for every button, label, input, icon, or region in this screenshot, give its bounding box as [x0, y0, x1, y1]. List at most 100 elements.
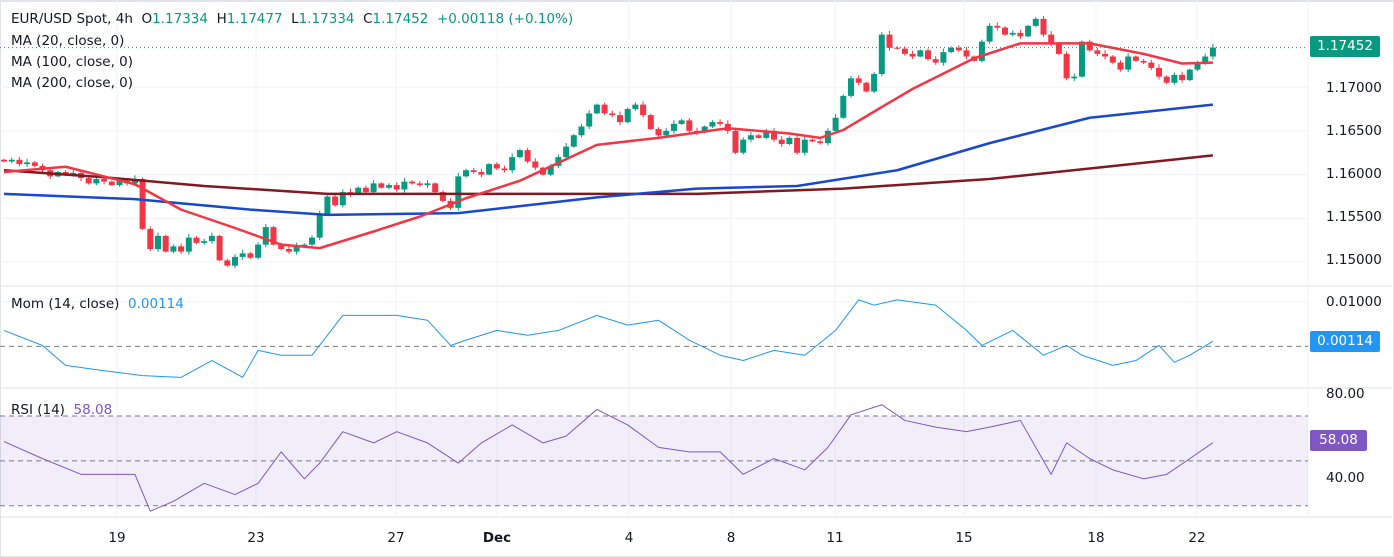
candle-body — [239, 253, 246, 257]
candle-body — [686, 120, 693, 131]
candle-body — [101, 179, 108, 182]
candle-body — [1079, 41, 1085, 77]
low-label: L — [291, 11, 299, 27]
rsi-axis-label: 80.00 — [1326, 386, 1365, 402]
candle-body — [108, 181, 115, 186]
candle-body — [285, 249, 292, 252]
candle-body — [909, 53, 916, 57]
candle-body — [178, 246, 185, 252]
candle-body — [1202, 56, 1209, 63]
mom-label: Mom (14, close) — [11, 296, 120, 312]
candle-body — [917, 50, 924, 57]
momentum-line — [3, 299, 1214, 378]
candle-body — [670, 123, 677, 131]
rsi-line — [3, 404, 1214, 512]
candle-body — [717, 122, 724, 124]
ma20-line — [3, 42, 1213, 250]
candle-body — [624, 109, 631, 123]
candle-body — [1094, 50, 1101, 54]
candle-body — [201, 241, 208, 243]
candle-body — [932, 59, 939, 63]
candle-body — [139, 179, 146, 229]
candle-body — [1186, 69, 1193, 81]
candle-body — [832, 117, 839, 131]
candle-body — [478, 172, 485, 175]
candle-body — [270, 227, 277, 245]
candle-body — [840, 95, 847, 118]
candle-body — [994, 25, 1001, 28]
rsi-legend[interactable]: RSI (14) 58.08 — [11, 402, 112, 418]
candle-body — [894, 47, 901, 49]
candle-body — [332, 196, 339, 206]
candle-body — [663, 130, 670, 136]
candle-body — [1025, 25, 1032, 37]
open-label: O — [141, 11, 153, 27]
candle-body — [640, 104, 647, 116]
candle-body — [925, 50, 931, 60]
candle-body — [70, 172, 77, 175]
candle-body — [563, 146, 570, 158]
candle-body — [871, 74, 878, 92]
candle-body — [855, 78, 862, 83]
candle-body — [655, 129, 662, 136]
ma100-legend[interactable]: MA (100, close, 0) — [11, 54, 134, 70]
candle-body — [963, 50, 970, 57]
low-value: 1.17334 — [298, 11, 355, 27]
candle-body — [1102, 53, 1109, 57]
candle-body — [16, 159, 23, 165]
candle-body — [586, 113, 593, 127]
candle-body — [886, 34, 893, 48]
candle-body — [778, 139, 785, 144]
mom-axis-label: 0.01000 — [1326, 294, 1382, 310]
candle-body — [593, 104, 600, 114]
candle-body — [940, 52, 947, 63]
candle-body — [432, 183, 439, 193]
ma200-legend[interactable]: MA (200, close, 0) — [11, 75, 134, 91]
candle-body — [262, 227, 269, 245]
candle-body — [293, 246, 300, 252]
candle-body — [1125, 56, 1132, 70]
candle-body — [809, 139, 816, 142]
close-value: 1.17452 — [372, 11, 429, 27]
candle-body — [309, 237, 315, 245]
candle-body — [24, 162, 31, 165]
candle-body — [771, 130, 777, 140]
rsi-value-tag: 58.08 — [1310, 430, 1367, 451]
candle-body — [355, 187, 362, 194]
candle-body — [278, 244, 285, 249]
price-axis-label: 1.15000 — [1326, 252, 1382, 268]
candle-body — [1032, 18, 1039, 26]
candle-body — [116, 180, 123, 186]
candle-body — [901, 48, 908, 54]
symbol-title: EUR/USD Spot, 4h — [11, 11, 133, 27]
candle-body — [324, 196, 331, 214]
candle-body — [155, 235, 161, 249]
time-axis-label: Dec — [482, 530, 512, 546]
candle-body — [1086, 41, 1093, 51]
ma20-legend[interactable]: MA (20, close, 0) — [11, 33, 125, 49]
candle-body — [1009, 32, 1016, 35]
price-axis-label: 1.15500 — [1326, 209, 1382, 225]
time-axis-label: 11 — [826, 530, 844, 546]
candle-body — [1194, 62, 1201, 70]
candle-body — [255, 244, 262, 258]
time-axis-label: 8 — [726, 530, 736, 546]
candle-body — [978, 41, 985, 61]
candle-body — [409, 181, 416, 184]
candle-body — [609, 113, 616, 116]
price-axis-label: 1.17000 — [1326, 80, 1382, 96]
price-axis-label: 1.16000 — [1326, 166, 1382, 182]
candle-body — [339, 192, 346, 206]
candle-body — [170, 246, 177, 252]
candle-body — [247, 253, 254, 258]
mom-legend[interactable]: Mom (14, close) 0.00114 — [11, 296, 184, 312]
candle-body — [848, 78, 854, 96]
candle-body — [948, 47, 955, 53]
candle-body — [632, 104, 639, 109]
candle-body — [1017, 32, 1024, 37]
rsi-axis-label: 40.00 — [1326, 470, 1365, 486]
candle-body — [678, 120, 685, 124]
time-axis-label: 19 — [108, 530, 126, 546]
mom-value: 0.00114 — [128, 296, 184, 312]
